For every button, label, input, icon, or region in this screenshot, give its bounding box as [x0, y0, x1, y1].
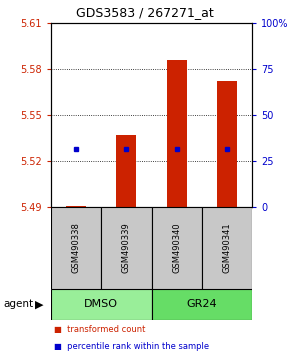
Bar [151, 289, 252, 320]
Bar [66, 206, 86, 207]
Bar [101, 207, 151, 289]
Bar [51, 289, 151, 320]
Bar [151, 207, 202, 289]
Text: GSM490340: GSM490340 [172, 222, 181, 273]
Text: GSM490341: GSM490341 [223, 222, 232, 273]
Bar [116, 135, 136, 207]
Text: GSM490339: GSM490339 [122, 222, 131, 273]
Text: GR24: GR24 [186, 299, 217, 309]
Bar [167, 60, 187, 207]
Text: GSM490338: GSM490338 [71, 222, 80, 273]
Bar [217, 81, 237, 207]
Bar [202, 207, 252, 289]
Text: ▶: ▶ [35, 299, 44, 309]
Text: ■  transformed count: ■ transformed count [54, 325, 145, 334]
Text: DMSO: DMSO [84, 299, 118, 309]
Text: ■  percentile rank within the sample: ■ percentile rank within the sample [54, 342, 209, 351]
Text: agent: agent [3, 299, 33, 309]
Bar [51, 207, 101, 289]
Text: GDS3583 / 267271_at: GDS3583 / 267271_at [76, 6, 214, 19]
